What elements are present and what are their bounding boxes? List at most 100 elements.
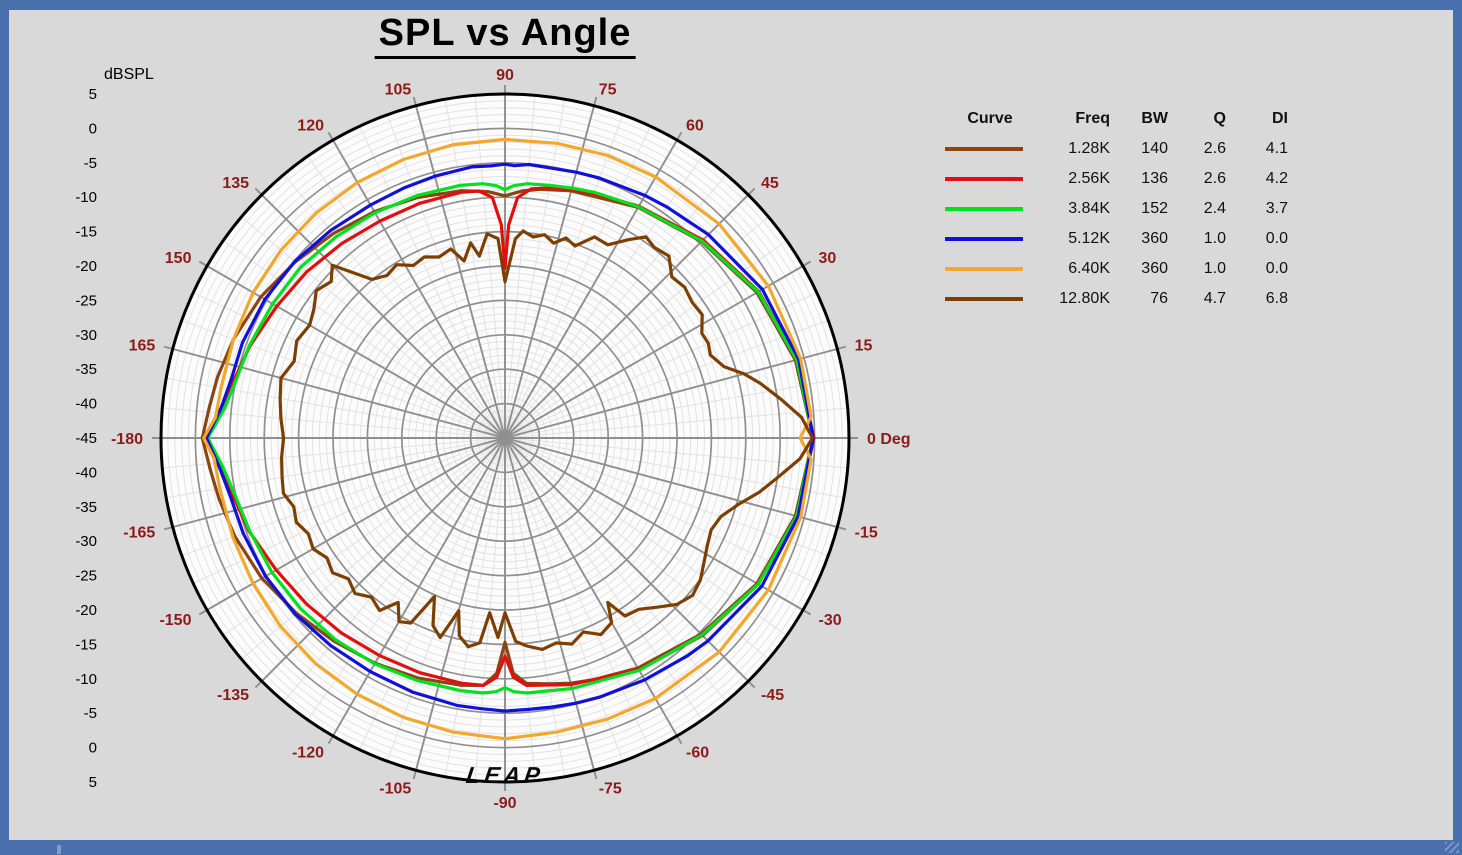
legend-swatch (945, 267, 1023, 271)
legend-swatch (945, 237, 1023, 241)
legend-row-1.28K: 1.28K 140 2.6 4.1 (942, 134, 1288, 164)
major-spokes (152, 85, 858, 791)
tick-label: -20 (75, 602, 97, 619)
curve-5.12K (204, 162, 815, 713)
legend-freq: 12.80K (1059, 290, 1110, 307)
tick-label: -30 (819, 612, 842, 629)
tick-label: 30 (819, 250, 837, 267)
tick-label: -10 (75, 189, 97, 206)
tick-label: -45 (75, 430, 97, 447)
tick-label: -150 (159, 612, 191, 629)
legend-row-2.56K: 2.56K 136 2.6 4.2 (942, 164, 1288, 194)
legend-freq: 6.40K (1068, 260, 1110, 277)
tick-label: 135 (222, 175, 249, 192)
legend-header-row: Curve Freq BW Q DI (942, 104, 1288, 134)
legend-freq: 5.12K (1068, 230, 1110, 247)
legend-header-di: DI (1272, 110, 1288, 127)
legend-q: 1.0 (1203, 260, 1226, 277)
legend-row-3.84K: 3.84K 152 2.4 3.7 (942, 194, 1288, 224)
legend-rows: 1.28K 140 2.6 4.1 2.56K 136 2.6 4.2 3.84K 152 2.4 3… (942, 134, 1288, 314)
tick-label: 0 (89, 120, 97, 137)
tick-label: -15 (75, 224, 97, 241)
tick-label: 0 Deg (867, 431, 911, 448)
legend-freq: 2.56K (1068, 170, 1110, 187)
legend-header-curve: Curve (967, 110, 1013, 127)
curve-12.80K (278, 229, 815, 652)
window-frame-divider (57, 845, 61, 854)
tick-label: -40 (75, 396, 97, 413)
tick-label: 15 (855, 337, 873, 354)
legend-freq: 1.28K (1068, 140, 1110, 157)
db-tick-labels: 5 0 -5 -10 -15 -20 -25 -30 -35 -40 -45 -40 -35 -30 -25… (75, 86, 97, 791)
tick-label: -20 (75, 258, 97, 275)
legend-di: 6.8 (1265, 290, 1288, 307)
legend-di: 3.7 (1265, 200, 1288, 217)
page-title: SPL vs Angle (374, 12, 636, 59)
legend-header-bw: BW (1141, 110, 1168, 127)
legend-bw: 136 (1141, 170, 1168, 187)
legend-bw: 76 (1150, 290, 1168, 307)
legend-q: 2.6 (1203, 170, 1226, 187)
tick-label: -15 (855, 525, 878, 542)
tick-label: 90 (496, 67, 514, 84)
legend-bw: 140 (1141, 140, 1168, 157)
legend-swatch (945, 147, 1023, 151)
tick-label: -120 (292, 745, 324, 762)
tick-label: -25 (75, 568, 97, 585)
legend-q: 2.6 (1203, 140, 1226, 157)
curve-6.40K (202, 137, 813, 741)
legend-bw: 152 (1141, 200, 1168, 217)
tick-label: 0 (89, 740, 97, 757)
legend-header-q: Q (1213, 110, 1226, 127)
tick-label: -30 (75, 327, 97, 344)
tick-label: -90 (493, 795, 516, 812)
legend-row-6.40K: 6.40K 360 1.0 0.0 (942, 254, 1288, 284)
tick-label: -35 (75, 499, 97, 516)
tick-label: -60 (686, 745, 709, 762)
tick-label: -25 (75, 292, 97, 309)
legend-di: 0.0 (1265, 230, 1288, 247)
legend-di: 0.0 (1265, 260, 1288, 277)
tick-label: -45 (761, 687, 784, 704)
tick-label: 45 (761, 175, 779, 192)
tick-label: 5 (89, 86, 97, 103)
legend-bw: 360 (1141, 260, 1168, 277)
radial-axis-unit-label: dBSPL (104, 66, 154, 83)
tick-label: -165 (123, 525, 155, 542)
legend-header-freq: Freq (1075, 110, 1110, 127)
tick-label: -15 (75, 636, 97, 653)
curve-3.84K (206, 182, 815, 695)
legend-row-5.12K: 5.12K 360 1.0 0.0 (942, 224, 1288, 254)
legend-bw: 360 (1141, 230, 1168, 247)
curves (200, 137, 816, 741)
legend-di: 4.2 (1265, 170, 1288, 187)
angle-labels: 90 105 75 120 60 135 45 150 30 165 15 -180 0 Deg -165… (111, 67, 911, 812)
tick-label: -5 (84, 705, 97, 722)
tick-label: 165 (129, 337, 156, 354)
tick-label: -40 (75, 464, 97, 481)
legend-freq: 3.84K (1068, 200, 1110, 217)
tick-label: 5 (89, 774, 97, 791)
leap-logo: LEAP (464, 762, 546, 788)
legend-row-12.80K: 12.80K 76 4.7 6.8 (942, 284, 1288, 314)
tick-label: 75 (599, 81, 617, 98)
tick-label: -30 (75, 533, 97, 550)
legend-q: 2.4 (1203, 200, 1226, 217)
legend-swatch (945, 297, 1023, 301)
legend-swatch (945, 177, 1023, 181)
tick-label: 105 (385, 81, 412, 98)
tick-label: -75 (599, 781, 622, 798)
tick-label: -105 (379, 781, 411, 798)
legend-q: 1.0 (1203, 230, 1226, 247)
outer-circle (159, 92, 851, 784)
tick-label: -10 (75, 671, 97, 688)
window-resize-grip[interactable] (1445, 842, 1459, 853)
legend: Curve Freq BW Q DI 1.28K 140 2.6 4.1 2.56K 13… (942, 104, 1288, 314)
legend-swatch (945, 207, 1023, 211)
tick-label: 60 (686, 117, 704, 134)
tick-label: -135 (217, 687, 249, 704)
tick-label: -35 (75, 361, 97, 378)
legend-q: 4.7 (1203, 290, 1226, 307)
